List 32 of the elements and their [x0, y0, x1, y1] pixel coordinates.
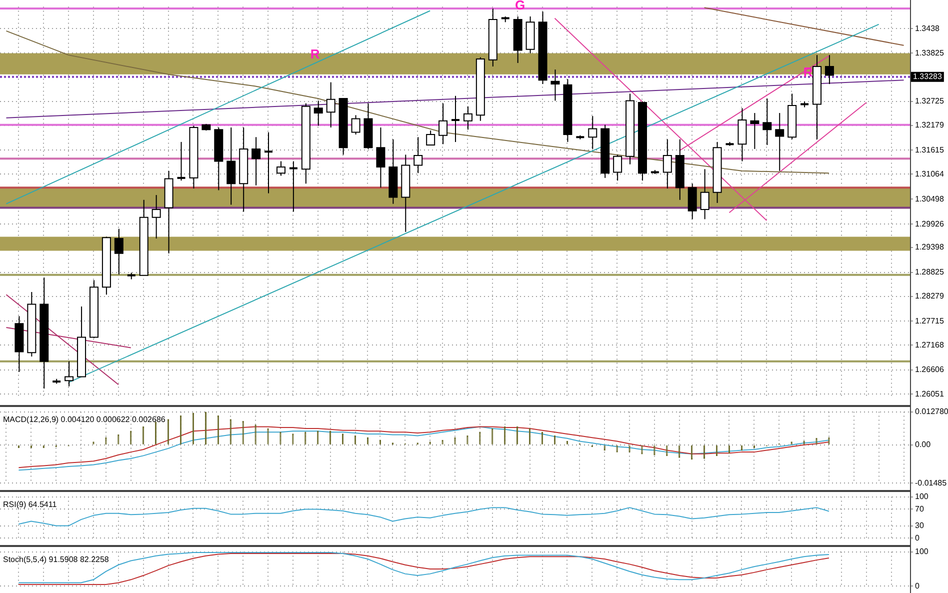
y-tick-label: 0.00 — [915, 440, 932, 450]
y-tick-label: 1.27168 — [915, 340, 944, 350]
y-tick-label: 0 — [915, 533, 920, 542]
y-tick-label: 1.3438 — [915, 24, 940, 33]
chart-title: RSI(9) 64.5411 — [3, 500, 58, 510]
y-tick-label: 70 — [915, 504, 924, 514]
y-tick-label: 1.29398 — [915, 242, 944, 252]
y-tick-label: 1.32725 — [915, 96, 944, 106]
y-tick-label: 1.27715 — [915, 316, 944, 326]
y-tick-label: 1.26606 — [915, 365, 944, 374]
candlestick — [289, 160, 298, 212]
chart-title: MACD(12,26,9) 0.004120 0.000622 0.002686 — [3, 415, 166, 424]
candlestick — [177, 141, 186, 182]
candlestick — [264, 132, 273, 194]
y-tick-label: 0.012780 — [915, 407, 948, 416]
y-tick-label: 1.28279 — [915, 292, 944, 301]
y-tick-label: 1.32179 — [915, 120, 944, 130]
y-tick-label: 1.26051 — [915, 389, 944, 398]
y-tick-label: 1.29926 — [915, 219, 944, 228]
y-tick-label: 1.30498 — [915, 194, 944, 204]
y-tick-label: 1.31615 — [915, 145, 944, 154]
ref-line-label: 1.33283 — [913, 72, 942, 82]
y-tick-label: 100 — [915, 547, 929, 556]
y-tick-label: 1.33825 — [915, 48, 944, 58]
y-tick-label: 1.28825 — [915, 268, 944, 277]
candlestick — [452, 95, 460, 142]
y-tick-label: 1.31064 — [915, 169, 944, 178]
y-tick-label: 30 — [915, 520, 924, 530]
y-tick-label: 100 — [915, 492, 929, 502]
y-tick-label: 0 — [915, 581, 920, 590]
y-tick-label: -0.01485 — [915, 478, 948, 488]
chart-title: Stoch(5,5,4) 91.5908 82.2258 — [3, 555, 110, 564]
